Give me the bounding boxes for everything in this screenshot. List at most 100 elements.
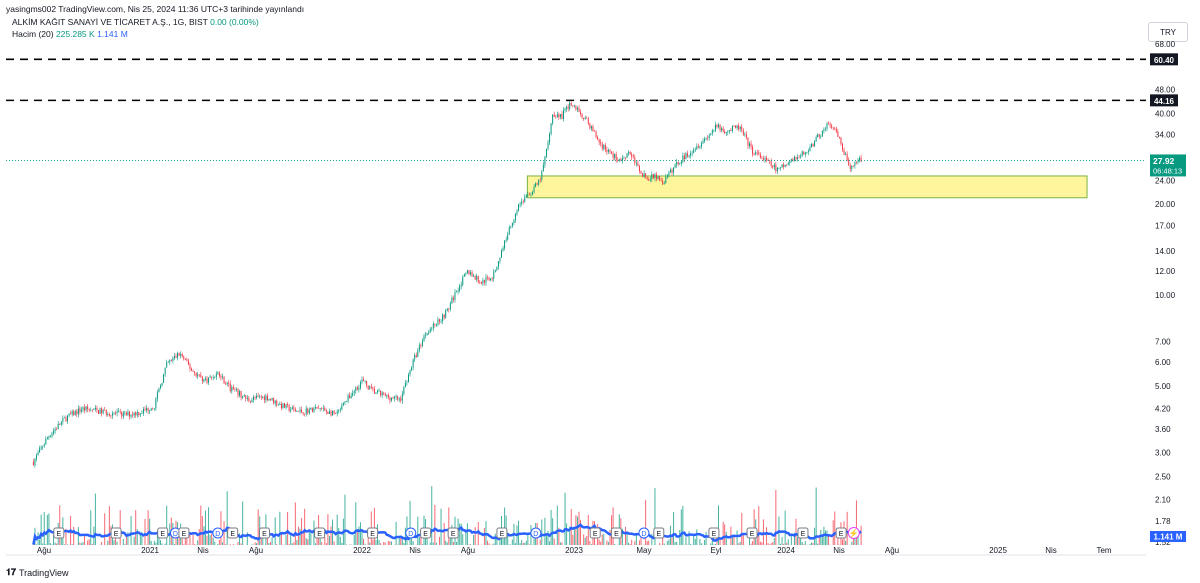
candle-body bbox=[852, 165, 854, 167]
volume-bar bbox=[338, 528, 340, 545]
volume-bar bbox=[63, 544, 65, 545]
candle-body bbox=[769, 160, 771, 162]
candle-body bbox=[290, 409, 292, 411]
legend-volume-row: Hacim (20) 225.285 K 1.141 M bbox=[12, 29, 128, 39]
volume-bar bbox=[770, 543, 772, 545]
candle-body bbox=[367, 385, 369, 390]
candle-body bbox=[307, 408, 309, 414]
candle-body bbox=[156, 392, 158, 399]
candle-body bbox=[364, 380, 366, 382]
candle-body bbox=[305, 408, 307, 415]
price-tick-label: 1.78 bbox=[1155, 517, 1171, 526]
volume-bar bbox=[545, 533, 547, 545]
volume-bar bbox=[315, 543, 316, 545]
candle-body bbox=[332, 410, 334, 416]
volume-bar bbox=[694, 538, 696, 545]
candle-body bbox=[821, 130, 823, 137]
volume-bar bbox=[483, 527, 485, 545]
earnings-marker-label: E bbox=[57, 531, 62, 538]
earnings-marker bbox=[258, 527, 270, 539]
candle-body bbox=[620, 159, 622, 161]
level-badge-label: 60.40 bbox=[1154, 56, 1175, 65]
legend-volume-label[interactable]: Hacim (20) bbox=[12, 29, 54, 39]
price-tick-label: 6.00 bbox=[1155, 358, 1171, 367]
volume-bar bbox=[699, 539, 701, 545]
earnings-marker bbox=[708, 527, 720, 539]
candle-body bbox=[313, 408, 315, 412]
price-tick-label: 68.00 bbox=[1155, 40, 1176, 49]
candle-body bbox=[665, 176, 667, 184]
legend-symbol[interactable]: ALKİM KAĞIT SANAYİ VE TİCARET A.Ş., 1G, … bbox=[12, 17, 208, 27]
candle-body bbox=[600, 142, 602, 144]
candle-body bbox=[499, 257, 501, 262]
volume-bar bbox=[586, 536, 588, 545]
candle-body bbox=[304, 413, 306, 415]
volume-bar bbox=[549, 541, 551, 545]
volume-bar bbox=[222, 542, 223, 545]
candle-body bbox=[287, 404, 289, 406]
candle-body bbox=[170, 360, 172, 361]
price-tick-label: 14.00 bbox=[1155, 247, 1176, 256]
candle-body bbox=[102, 409, 104, 414]
last-price-countdown: 06:48:13 bbox=[1153, 166, 1182, 175]
volume-bar bbox=[449, 536, 451, 545]
candle-body bbox=[446, 308, 448, 311]
volume-bar bbox=[525, 540, 527, 545]
volume-bar bbox=[705, 531, 707, 545]
earnings-marker-label: E bbox=[317, 531, 322, 538]
candle-body bbox=[542, 164, 544, 172]
candle-body bbox=[801, 151, 803, 157]
candle-body bbox=[163, 374, 165, 383]
candle-body bbox=[516, 210, 518, 214]
candle-body bbox=[147, 407, 149, 411]
candle-body bbox=[136, 412, 138, 416]
candle-body bbox=[42, 446, 44, 448]
candle-body bbox=[510, 226, 512, 228]
candle-body bbox=[572, 105, 574, 107]
candle-body bbox=[166, 362, 168, 368]
candle-body bbox=[101, 408, 103, 414]
candle-body bbox=[485, 277, 487, 283]
volume-bar bbox=[242, 501, 244, 545]
volume-bar bbox=[487, 540, 489, 545]
volume-bar bbox=[313, 520, 315, 545]
volume-bar bbox=[846, 511, 848, 545]
volume-bar bbox=[403, 542, 405, 545]
candle-body bbox=[615, 154, 617, 160]
volume-bar bbox=[772, 542, 774, 545]
candle-body bbox=[43, 444, 45, 447]
price-tick-label: 12.00 bbox=[1155, 267, 1176, 276]
candle-body bbox=[328, 411, 330, 414]
candle-body bbox=[835, 128, 837, 132]
volume-bar bbox=[459, 523, 461, 545]
candle-body bbox=[204, 378, 206, 380]
currency-button[interactable]: TRY bbox=[1148, 22, 1188, 42]
candle-body bbox=[587, 118, 589, 124]
candle-body bbox=[200, 374, 202, 377]
volume-bar bbox=[389, 541, 391, 545]
candle-body bbox=[76, 411, 78, 415]
tradingview-logo[interactable]: 𝟏𝟕 TradingView bbox=[6, 567, 69, 578]
volume-bar bbox=[781, 537, 783, 545]
candle-body bbox=[694, 149, 696, 150]
candle-body bbox=[408, 374, 409, 383]
volume-bar bbox=[722, 521, 724, 545]
volume-bar bbox=[226, 491, 228, 545]
candle-body bbox=[432, 323, 434, 329]
candle-body bbox=[828, 123, 830, 125]
volume-bar bbox=[477, 521, 479, 545]
candle-body bbox=[642, 173, 644, 177]
volume-bar bbox=[184, 535, 186, 545]
candle-body bbox=[395, 396, 397, 397]
candle-body bbox=[525, 194, 527, 198]
candle-body bbox=[435, 324, 437, 326]
volume-bar bbox=[192, 534, 194, 545]
candle-body bbox=[245, 395, 247, 399]
volume-bar bbox=[439, 536, 440, 545]
earnings-marker bbox=[110, 527, 122, 539]
time-tick-label: May bbox=[636, 546, 651, 555]
candle-body bbox=[160, 385, 161, 389]
candle-body bbox=[273, 397, 275, 404]
candle-body bbox=[823, 129, 825, 131]
